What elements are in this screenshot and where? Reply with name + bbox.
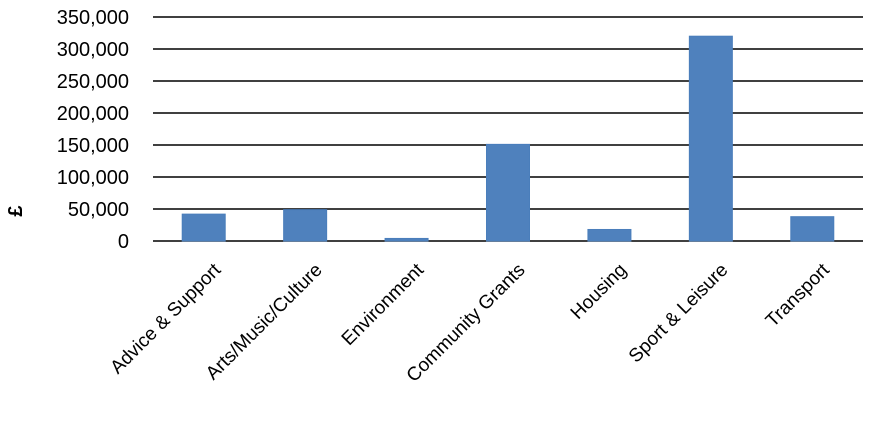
y-tick-label: 250,000 [57, 71, 129, 93]
y-axis-tick-labels: 0 50,000 100,000 150,000 200,000 250,000 300,0… [57, 7, 129, 253]
y-tick-label: 300,000 [57, 39, 129, 61]
bar [283, 209, 328, 242]
bar [181, 213, 226, 242]
y-tick-label: 0 [118, 231, 129, 253]
y-axis-label: £ [5, 205, 27, 216]
x-category-label: Environment [338, 259, 429, 350]
bar [587, 228, 632, 242]
y-tick-label: 350,000 [57, 7, 129, 29]
bar [790, 216, 835, 242]
x-category-label: Transport [762, 259, 834, 331]
x-category-label: Sport & Leisure [625, 260, 732, 367]
y-tick-label: 100,000 [57, 167, 129, 189]
bar [384, 237, 429, 242]
bar [688, 35, 733, 242]
x-category-label: Advice & Support [107, 259, 226, 378]
y-tick-label: 150,000 [57, 135, 129, 157]
x-category-label: Housing [567, 260, 631, 324]
bar [486, 143, 530, 242]
y-tick-label: 200,000 [57, 103, 129, 125]
y-tick-label: 50,000 [68, 199, 129, 221]
bars [181, 35, 835, 242]
